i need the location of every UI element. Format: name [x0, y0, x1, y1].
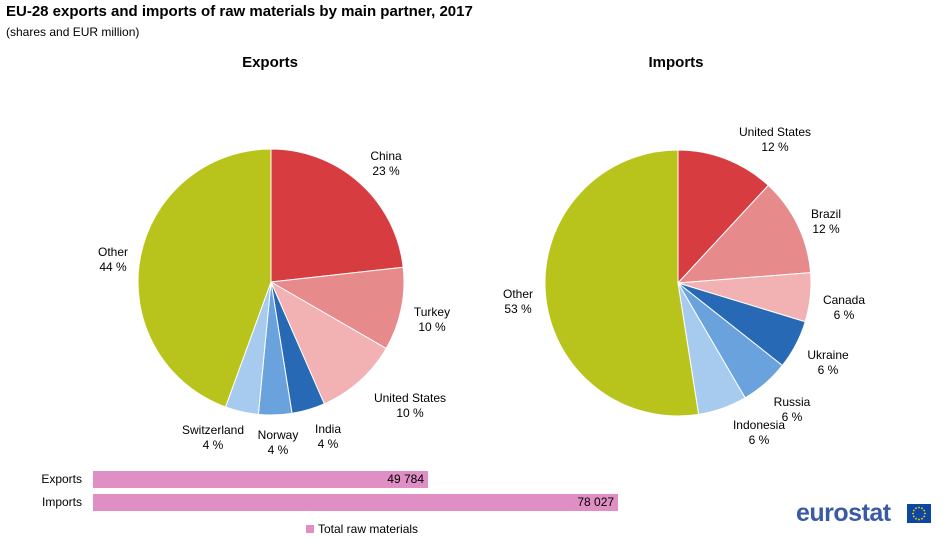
- exports-label-united-states: United States 10 %: [374, 391, 446, 420]
- imports-label-brazil: Brazil 12 %: [811, 207, 841, 236]
- imports-label-russia: Russia 6 %: [774, 395, 811, 424]
- exports-pie-title: Exports: [242, 54, 298, 71]
- exports-label-norway: Norway 4 %: [258, 428, 299, 457]
- exports-label-china: China 23 %: [370, 149, 402, 178]
- imports-label-indonesia: Indonesia 6 %: [733, 418, 785, 447]
- bar-category-exports: Exports: [41, 472, 82, 486]
- legend-swatch: [306, 525, 314, 533]
- exports-slice-turkey: [269, 266, 405, 350]
- exports-pie: Exports China 23 % Turkey 10 % United States 1…: [98, 54, 450, 457]
- imports-slice-brazil: [676, 184, 812, 284]
- exports-slice-united-states: [269, 280, 387, 405]
- imports-label-other: Other 53 %: [503, 287, 533, 316]
- exports-slice-other: [137, 148, 272, 408]
- eurostat-logo: eurostat: [796, 499, 936, 529]
- imports-label-united-states: United States 12 %: [739, 125, 811, 154]
- eu-flag-icon: [907, 504, 931, 523]
- totals-bar-chart: Exports 49 784 Imports 78 027 Total raw mate…: [41, 471, 618, 536]
- exports-slice-china: [270, 148, 404, 283]
- exports-label-india: India 4 %: [315, 422, 341, 451]
- exports-label-other: Other 44 %: [98, 245, 128, 274]
- legend-label: Total raw materials: [318, 522, 418, 536]
- imports-label-canada: Canada 6 %: [823, 293, 865, 322]
- bar-category-imports: Imports: [42, 495, 82, 509]
- bar-exports: [93, 471, 428, 488]
- exports-label-switzerland: Switzerland 4 %: [182, 423, 244, 452]
- chart-subtitle: (shares and EUR million): [6, 25, 140, 39]
- chart-title: EU-28 exports and imports of raw materia…: [6, 3, 473, 20]
- exports-label-turkey: Turkey 10 %: [414, 305, 450, 334]
- bar-imports: [93, 494, 618, 511]
- bar-value-imports: 78 027: [577, 495, 614, 509]
- imports-pie-title: Imports: [648, 54, 703, 71]
- imports-slice-other: [544, 149, 700, 417]
- imports-label-ukraine: Ukraine 6 %: [807, 348, 849, 377]
- imports-slice-united-states: [677, 149, 770, 285]
- imports-pie: Imports United States 12 % Brazil 12 % Canada…: [503, 54, 865, 447]
- bar-value-exports: 49 784: [387, 472, 424, 486]
